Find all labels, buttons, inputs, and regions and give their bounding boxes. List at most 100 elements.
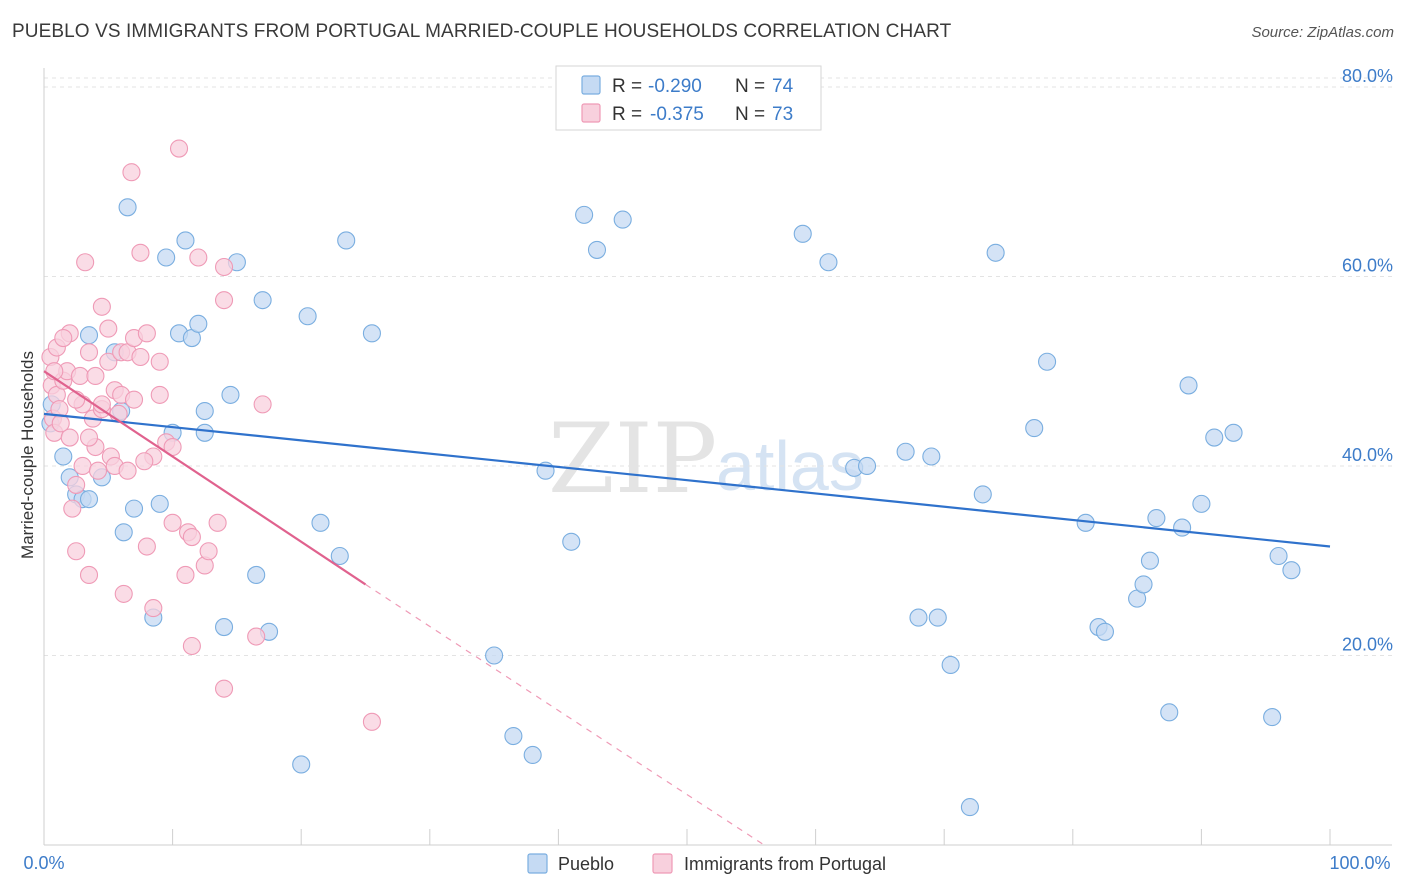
- chart-title: PUEBLO VS IMMIGRANTS FROM PORTUGAL MARRI…: [12, 21, 952, 42]
- data-point: [1147, 509, 1166, 528]
- data-point: [1205, 428, 1224, 447]
- data-point: [247, 565, 266, 584]
- data-point: [124, 499, 144, 518]
- legend-n-value-pueblo: 74: [772, 76, 794, 97]
- data-point: [157, 248, 176, 267]
- data-point: [137, 537, 156, 556]
- legend-r-label-pueblo: R =: [612, 76, 642, 97]
- data-point: [79, 490, 99, 509]
- data-point: [1140, 551, 1160, 570]
- data-point: [131, 347, 150, 367]
- data-point: [1134, 575, 1153, 594]
- data-point: [253, 395, 272, 414]
- source-label: Source: ZipAtlas.com: [1251, 24, 1394, 41]
- data-point: [63, 499, 82, 518]
- data-point: [199, 542, 218, 561]
- legend-r-value-pueblo: -0.290: [648, 76, 702, 97]
- y-axis-label: Married-couple Households: [18, 351, 37, 559]
- data-point: [169, 139, 189, 158]
- bottom-legend-swatch-portugal: [652, 853, 673, 874]
- data-point: [941, 655, 960, 675]
- data-point: [79, 565, 99, 584]
- data-point: [214, 679, 234, 698]
- bottom-legend-swatch-pueblo: [527, 853, 548, 874]
- data-point: [182, 636, 201, 656]
- data-point: [114, 584, 133, 603]
- legend-n-label-portugal: N =: [735, 104, 765, 125]
- data-point: [189, 248, 208, 267]
- data-point: [99, 319, 118, 338]
- data-point: [92, 297, 111, 316]
- gridlines: [44, 77, 1392, 656]
- data-point: [189, 314, 208, 333]
- x-tick-label-min: 0.0%: [23, 853, 64, 873]
- data-point: [986, 243, 1005, 262]
- data-point: [214, 291, 234, 310]
- y-tick-label: 60.0%: [1342, 255, 1393, 275]
- data-point: [114, 523, 133, 542]
- data-point: [1269, 546, 1288, 566]
- correlation-legend: R = -0.290 N = 74 R = -0.375 N = 73: [555, 65, 822, 131]
- data-point: [54, 329, 73, 348]
- data-point: [214, 618, 234, 637]
- data-point: [1038, 352, 1057, 371]
- series-legend: Pueblo Immigrants from Portugal: [527, 853, 886, 874]
- data-point: [70, 366, 90, 386]
- y-tick-label: 80.0%: [1342, 66, 1393, 86]
- data-point: [163, 513, 182, 532]
- y-tick-label: 20.0%: [1342, 634, 1393, 654]
- data-point: [88, 461, 108, 480]
- data-point: [1224, 423, 1243, 442]
- data-point: [960, 798, 979, 817]
- data-point: [150, 494, 169, 513]
- data-point: [182, 527, 201, 547]
- data-point: [144, 599, 163, 618]
- data-point: [79, 343, 99, 362]
- data-point: [523, 745, 542, 765]
- data-point: [819, 253, 838, 272]
- x-ticks: [43, 829, 1331, 845]
- data-point: [1192, 494, 1211, 513]
- data-point: [253, 291, 272, 310]
- data-point: [311, 513, 330, 532]
- watermark-zip: ZIP: [548, 403, 717, 515]
- data-point: [79, 326, 99, 345]
- data-point: [587, 240, 607, 259]
- data-point: [150, 385, 169, 404]
- data-point: [60, 428, 79, 447]
- data-point: [857, 456, 877, 476]
- data-point: [195, 423, 214, 442]
- data-point: [67, 475, 86, 494]
- data-point: [67, 542, 86, 561]
- data-point: [485, 646, 504, 665]
- data-point: [362, 712, 381, 731]
- data-point: [214, 257, 234, 277]
- data-point: [337, 231, 356, 250]
- data-point: [1160, 703, 1179, 722]
- data-point: [1173, 518, 1192, 537]
- data-point: [122, 163, 141, 182]
- data-point: [51, 414, 70, 433]
- axes: [43, 68, 1392, 846]
- data-point: [909, 608, 928, 627]
- data-point: [118, 461, 137, 480]
- data-point: [562, 532, 581, 551]
- data-point: [504, 726, 523, 746]
- data-point: [131, 243, 150, 262]
- data-point: [922, 447, 941, 466]
- data-point: [150, 352, 169, 371]
- data-point: [613, 210, 632, 229]
- data-point: [195, 401, 214, 421]
- data-point: [135, 452, 154, 471]
- data-point: [330, 546, 349, 566]
- data-point: [1095, 622, 1114, 641]
- watermark: ZIP atlas: [548, 403, 864, 515]
- data-point: [221, 385, 240, 404]
- legend-r-label-portugal: R =: [612, 104, 642, 125]
- trend-extension-portugal: [365, 583, 765, 846]
- data-point: [176, 231, 195, 250]
- data-point: [896, 442, 915, 461]
- data-point: [208, 513, 227, 532]
- trend-lines: [43, 370, 1331, 846]
